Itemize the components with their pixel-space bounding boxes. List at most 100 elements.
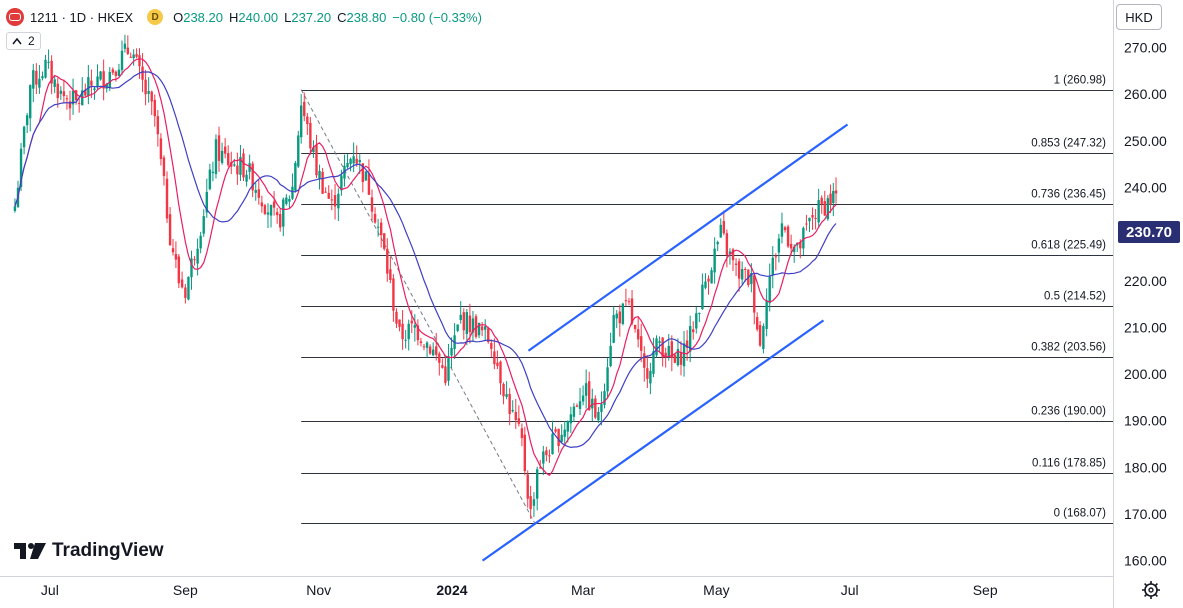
candle-body: [750, 273, 753, 285]
currency-selector[interactable]: HKD: [1116, 4, 1162, 30]
trend-channel: [481, 123, 849, 562]
candle-body: [233, 164, 236, 166]
candle-body: [321, 171, 324, 194]
candle-body: [288, 198, 291, 202]
candle-body: [646, 368, 649, 379]
fib-level-label: 0 (168.07): [1054, 508, 1107, 520]
candle-body: [208, 169, 212, 190]
candle-body: [227, 153, 230, 166]
candle-body: [120, 50, 124, 71]
y-tick-label: 190.00: [1124, 413, 1167, 429]
candle-body: [465, 312, 469, 335]
x-tick-label: Sep: [173, 582, 198, 598]
candle-body: [343, 165, 346, 179]
candle-body: [615, 313, 618, 319]
candle-body: [65, 98, 69, 100]
channel-upper-line: [527, 123, 849, 352]
candle-body: [704, 281, 707, 288]
candle-body: [477, 322, 481, 336]
candle-body: [77, 102, 81, 104]
ohlc-open: O238.20: [173, 9, 223, 25]
candle-body: [263, 205, 267, 214]
candle-body: [35, 70, 38, 85]
candle-body: [386, 248, 389, 274]
candle-body: [517, 418, 521, 424]
candle-body: [777, 238, 781, 253]
candle-body: [636, 329, 640, 340]
candle-body: [272, 201, 276, 208]
candle-body: [441, 365, 444, 368]
candle-body: [303, 101, 306, 117]
candle-body: [312, 147, 315, 153]
candle-body: [542, 451, 545, 464]
candle-body: [299, 105, 303, 138]
candle-body: [74, 90, 78, 101]
candle-body: [333, 195, 337, 207]
candle-body: [355, 158, 358, 164]
delayed-data-badge[interactable]: D: [147, 9, 164, 25]
candle-body: [59, 90, 63, 94]
candle-body: [640, 336, 643, 351]
candle-body: [548, 455, 551, 457]
x-tick-label: Jul: [41, 582, 59, 598]
x-tick-label: Nov: [306, 582, 331, 598]
y-tick-label: 200.00: [1124, 366, 1167, 382]
candle-body: [609, 345, 612, 366]
fib-level-label: 0.236 (190.00): [1031, 406, 1106, 418]
candle-body: [180, 279, 184, 288]
candle-body: [248, 163, 251, 172]
symbol-title[interactable]: 1211 · 1D · HKEX: [30, 9, 134, 25]
candle-body: [187, 276, 190, 300]
candle-body: [716, 242, 719, 245]
candle-body: [376, 226, 380, 228]
candle-body: [480, 326, 484, 331]
y-tick-label: 270.00: [1124, 40, 1167, 56]
candle-body: [257, 189, 260, 198]
candle-body: [560, 434, 563, 442]
candle-body: [814, 217, 817, 219]
candle-body: [168, 214, 172, 246]
indicator-count: 2: [28, 34, 35, 48]
candle-body: [566, 420, 569, 432]
candle-body: [171, 248, 175, 253]
candle-body: [603, 391, 606, 405]
candle-body: [404, 339, 407, 341]
axes-frame: [0, 0, 1114, 608]
candle-body: [462, 312, 465, 331]
candle-body: [652, 351, 655, 374]
candle-body: [817, 200, 820, 223]
gear-icon[interactable]: [1141, 580, 1161, 600]
candle-body: [153, 99, 156, 117]
candle-body: [266, 212, 270, 215]
candle-body: [591, 398, 594, 409]
indicators-toggle[interactable]: 2: [6, 32, 41, 50]
candle-body: [367, 173, 371, 195]
fibonacci-retracement: 1 (260.98) 0.853 (247.32) 0.736 (236.45) 0.…: [300, 75, 1113, 524]
candle-body: [811, 215, 814, 218]
candle-body: [673, 354, 677, 363]
last-price-label: 230.70: [1118, 221, 1180, 243]
tradingview-mark-icon: [14, 543, 46, 559]
candle-body: [688, 326, 692, 352]
candle-body: [53, 79, 56, 87]
x-tick-label: Jul: [841, 582, 859, 598]
candle-body: [165, 178, 169, 219]
candle-body: [774, 256, 778, 258]
candle-body: [126, 47, 130, 54]
candle-body: [431, 349, 435, 356]
candle-body: [32, 70, 35, 89]
y-tick-label: 160.00: [1124, 553, 1167, 569]
tradingview-logo[interactable]: TradingView: [14, 540, 164, 562]
candle-body: [123, 43, 127, 49]
candle-body: [780, 223, 784, 237]
candle-body: [90, 80, 93, 86]
candle-body: [438, 353, 441, 363]
candle-body: [105, 83, 108, 89]
candle-body: [569, 414, 573, 424]
candle-body: [698, 312, 701, 314]
candle-body: [196, 248, 199, 264]
candle-body: [630, 298, 634, 324]
candle-body: [211, 171, 215, 173]
candle-body: [242, 153, 245, 178]
